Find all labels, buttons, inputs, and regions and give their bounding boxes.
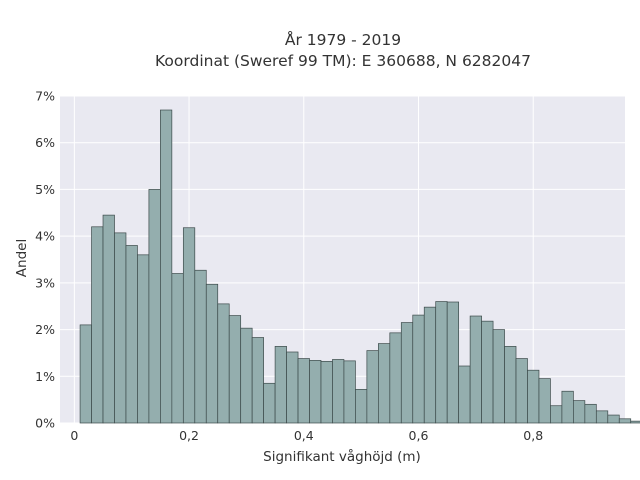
histogram-bar	[412, 314, 425, 424]
histogram-bar	[182, 227, 196, 424]
histogram-bar	[160, 109, 173, 424]
histogram-bar	[297, 358, 310, 424]
y-tick-label: 2%	[35, 322, 55, 337]
histogram-bar	[400, 322, 414, 424]
histogram-bar	[527, 369, 540, 424]
histogram-bar	[458, 365, 471, 424]
histogram-bar	[320, 360, 333, 424]
histogram-bar	[515, 358, 528, 424]
histogram-bar	[561, 390, 574, 424]
histogram-bar	[355, 389, 368, 424]
y-tick-label: 3%	[35, 275, 55, 290]
x-tick-label: 0,8	[523, 428, 543, 443]
histogram-bar	[423, 306, 437, 424]
histogram-bar	[171, 273, 184, 424]
histogram-bar	[573, 400, 586, 424]
histogram-bar	[618, 418, 632, 424]
y-tick-label: 0%	[35, 416, 55, 431]
histogram-bar	[114, 232, 127, 424]
histogram-bar	[607, 414, 620, 424]
histogram-bar	[148, 189, 161, 424]
histogram-bar	[137, 254, 150, 424]
histogram-bar	[550, 405, 563, 424]
x-tick-label: 0,4	[294, 428, 314, 443]
histogram-bar	[228, 315, 242, 424]
chart-title-line-2: Koordinat (Sweref 99 TM): E 360688, N 62…	[155, 52, 531, 70]
x-tick-label: 0,6	[409, 428, 429, 443]
y-tick-label: 7%	[35, 89, 55, 104]
y-axis-label: Andel	[14, 239, 30, 277]
histogram-bar	[332, 359, 345, 424]
histogram-bar	[366, 350, 379, 424]
histogram-bar	[504, 346, 517, 424]
histogram-bar	[240, 327, 253, 424]
x-tick-label: 0	[70, 428, 78, 443]
y-tick-label: 5%	[35, 182, 55, 197]
histogram-bar	[102, 214, 115, 424]
histogram-bar	[205, 283, 219, 424]
histogram-bar	[435, 301, 448, 424]
histogram-bar	[492, 329, 505, 424]
histogram-bar	[595, 410, 609, 424]
histogram-bar	[286, 351, 299, 424]
histogram-bar	[251, 337, 264, 424]
y-tick-labels: 0% 1% 2% 3% 4% 5% 6% 7%	[35, 89, 55, 431]
y-tick-label: 4%	[35, 229, 55, 244]
histogram-bar	[217, 303, 230, 424]
x-axis-label: Signifikant våghöjd (m)	[263, 448, 421, 465]
histogram-bar	[538, 378, 551, 424]
histogram-bar	[263, 382, 276, 424]
y-tick-label: 1%	[35, 369, 55, 384]
histogram-bar	[446, 301, 460, 424]
x-tick-labels: 0 0,2 0,4 0,6 0,8	[70, 428, 543, 443]
histogram-bar	[481, 320, 494, 424]
y-tick-label: 6%	[35, 135, 55, 150]
histogram-bar	[79, 324, 92, 424]
histogram-bar	[378, 343, 391, 424]
histogram-bar	[194, 269, 207, 424]
chart-title-line-1: År 1979 - 2019	[285, 30, 401, 49]
histogram-bar	[91, 226, 104, 424]
histogram-bar	[343, 360, 356, 424]
histogram-bar	[584, 403, 597, 424]
histogram-bars	[79, 109, 640, 424]
x-tick-label: 0,2	[179, 428, 199, 443]
histogram-bar	[630, 420, 640, 424]
histogram-bar	[469, 315, 482, 424]
histogram-bar	[125, 245, 138, 424]
histogram-bar	[274, 346, 287, 424]
histogram-bar	[309, 360, 322, 424]
histogram-bar	[389, 332, 402, 424]
